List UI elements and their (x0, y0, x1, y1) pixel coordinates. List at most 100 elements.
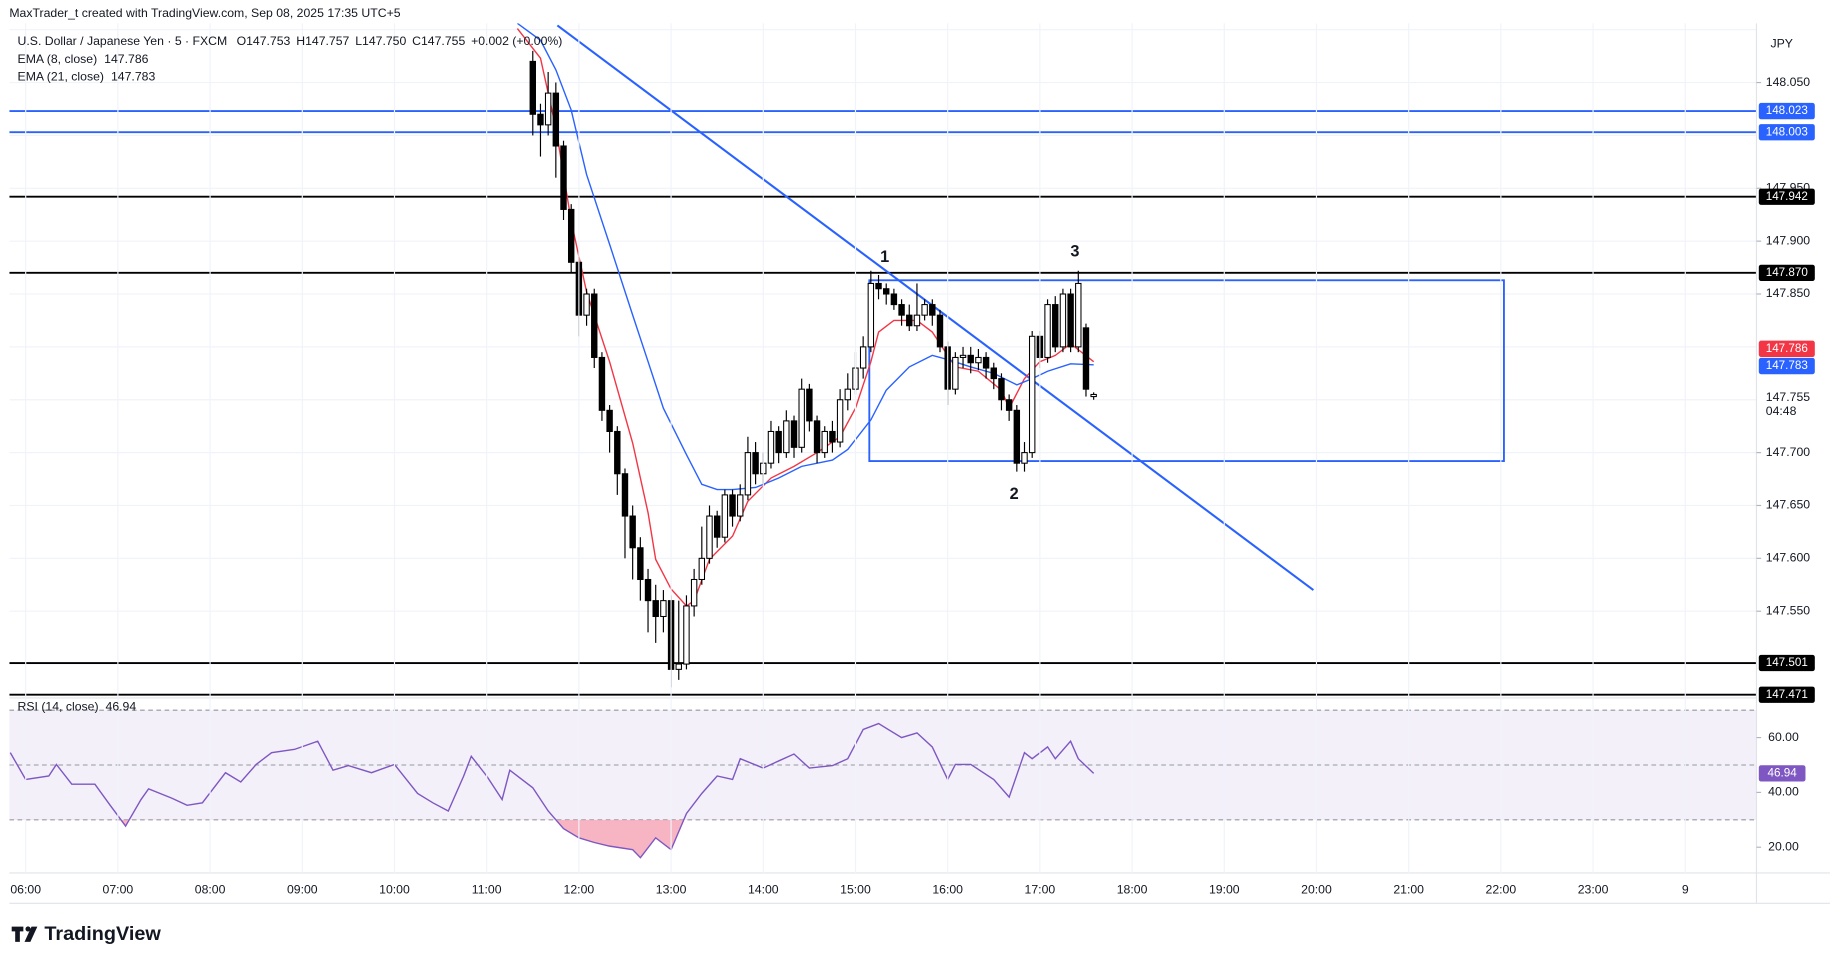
x-tick-label: 16:00 (932, 883, 963, 897)
candle-body (898, 304, 905, 316)
candle-body (544, 92, 552, 126)
candle-body (660, 600, 667, 618)
x-tick-label: 06:00 (10, 883, 41, 897)
candle-body (560, 145, 567, 210)
x-tick-label: 10:00 (379, 883, 410, 897)
candle-body (975, 356, 982, 364)
candle-body (690, 578, 698, 607)
candle-body (883, 288, 890, 295)
candle-body (1044, 304, 1051, 358)
x-tick-label: 13:00 (656, 883, 687, 897)
legend-indicator-name: EMA (21, close) (18, 69, 104, 83)
candle-body (637, 547, 644, 581)
candle-body (1082, 327, 1090, 390)
candle-body (836, 399, 844, 443)
candle-body (737, 494, 744, 517)
wave-label: 1 (880, 248, 889, 266)
candle-body (591, 293, 598, 358)
candle-body (798, 388, 805, 448)
legend-ohlc: L147.750 (355, 34, 406, 48)
candle-body (614, 430, 621, 475)
candle-body (552, 92, 560, 147)
y-tick-label: 147.650 (1766, 498, 1810, 512)
candle-body (890, 293, 898, 306)
rsi-legend-name: RSI (14, close) (18, 699, 99, 713)
candle-body (767, 430, 775, 464)
x-tick-label: 12:00 (564, 883, 595, 897)
candle-body (729, 494, 736, 517)
candle-body (1075, 282, 1082, 348)
y-tick-label: 147.700 (1766, 445, 1810, 459)
candle-body (721, 494, 729, 538)
candle-body (929, 304, 936, 316)
candle-body (859, 346, 867, 369)
indicator-tag-label: 147.783 (1766, 359, 1808, 372)
level-tag-label: 147.942 (1766, 190, 1808, 203)
candle-body (529, 60, 536, 115)
indicator-tag (1758, 357, 1815, 375)
candle-body (644, 578, 652, 602)
x-tick-label: 17:00 (1025, 883, 1056, 897)
level-tag (1758, 264, 1815, 282)
candle-body (998, 378, 1005, 401)
range-box (868, 279, 1505, 463)
x-tick-label: 15:00 (840, 883, 871, 897)
candle-body (1067, 293, 1074, 348)
candle-body (875, 282, 882, 290)
x-tick-label: 21:00 (1393, 883, 1424, 897)
currency-label: JPY (1770, 37, 1792, 51)
candle-body (1090, 393, 1097, 398)
candle-body (913, 314, 921, 327)
candle-body (713, 515, 721, 538)
ema-line (516, 23, 1094, 491)
y-tick-label: 20.00 (1768, 839, 1799, 853)
candle-body (821, 430, 828, 454)
candle-body (652, 600, 659, 618)
candle-body (629, 515, 636, 549)
candle-body (921, 304, 928, 316)
rsi-tag (1758, 765, 1806, 782)
x-tick-label: 23:00 (1578, 883, 1609, 897)
candle-body (598, 356, 606, 411)
candle-body (683, 605, 690, 665)
candle-body (959, 354, 967, 358)
header: MaxTrader_t created with TradingView.com… (9, 6, 400, 20)
legend-ohlc: O147.753 (237, 34, 291, 48)
candle-body (906, 314, 913, 327)
x-tick-label: 22:00 (1486, 883, 1517, 897)
y-tick-label: 147.850 (1766, 286, 1810, 300)
candle-body (698, 557, 706, 581)
y-tick-label: 60.00 (1768, 730, 1799, 744)
wave-label: 3 (1070, 242, 1079, 260)
level-tag (1758, 654, 1815, 672)
candle-body (706, 515, 713, 559)
level-tag-label: 148.003 (1766, 125, 1808, 138)
candle-body (744, 452, 752, 496)
candle-body (982, 356, 990, 369)
rsi-pane (9, 709, 1757, 859)
candle-body (1028, 335, 1036, 454)
level-tag-label: 147.471 (1766, 688, 1808, 701)
level-tag (1758, 188, 1815, 205)
candle-body (990, 367, 997, 380)
wave-label: 2 (1010, 485, 1019, 503)
candle-body (1021, 452, 1028, 464)
indicator-tag (1758, 340, 1815, 358)
candle-body (1013, 409, 1021, 464)
x-tick-label: 9 (1682, 883, 1689, 897)
price-pane (9, 23, 1757, 696)
level-tag-label: 148.023 (1766, 104, 1808, 117)
level-tag (1758, 102, 1815, 120)
rsi-tag-label: 46.94 (1768, 766, 1798, 779)
candle-body (567, 208, 575, 263)
level-tag-label: 147.501 (1766, 656, 1808, 669)
y-tick-label: 40.00 (1768, 785, 1799, 799)
candle-body (1005, 399, 1013, 411)
candle-body (537, 113, 544, 126)
candle-body (606, 409, 613, 432)
level-tag (1758, 124, 1815, 141)
candle-body (829, 430, 836, 443)
legend-ohlc: C147.755 (412, 34, 465, 48)
legend-indicator-value: 147.783 (111, 69, 155, 83)
